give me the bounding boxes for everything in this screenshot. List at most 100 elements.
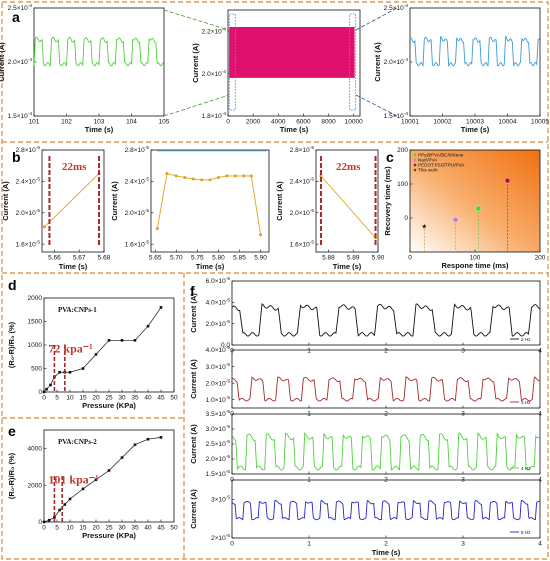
panel-d-point-0	[42, 390, 46, 394]
panel-a3-ytick-label-2-mantissa: 2.5×10	[384, 5, 404, 12]
panel-f3-legend-label: 4 Hz	[521, 466, 531, 471]
panel-a2-ytick-label-2-exponent: -4	[222, 26, 227, 32]
panel-f4-legend-label: 5 Hz	[521, 530, 531, 535]
panel-b2-point-3	[183, 175, 187, 179]
panel-f1-ytick-label-2-mantissa: 4.0×10	[206, 300, 226, 307]
panel-c-xtick-label-2: 200	[535, 255, 546, 262]
panel-a1-xtick-label-4: 105	[159, 119, 170, 126]
panel-b3-xlabel: Time (s)	[333, 262, 362, 271]
panel-f2-ylabel: Current (A)	[189, 359, 198, 399]
panel-b3-ytick-label-1-exponent: -5	[310, 208, 315, 214]
panel-e-xtick-label-8: 40	[144, 525, 152, 532]
panel-f4-xtick-label-2: 2	[384, 541, 388, 548]
panel-d-point-8	[94, 353, 98, 356]
panel-e-xtick-label-4: 20	[92, 525, 100, 532]
panel-c-legend-label-0: PPy@PVA/BC/MXene	[418, 153, 464, 158]
panel-a3-ytick-label-0-mantissa: 1.5×10	[384, 113, 404, 120]
panel-e: 0 5 10 15 20 25 30 35 40 45 50 0 2000 4000 Pressure (K…	[7, 423, 178, 540]
panel-e-point-7	[94, 478, 98, 481]
panel-b1-ytick-label-2-mantissa: 2.4×10	[16, 179, 36, 186]
panel-b2-ytick-label-0-exponent: -5	[145, 239, 150, 245]
panel-c-ytick-label-1: 100	[397, 181, 408, 188]
panel-b2-ytick-label-2: 2.4×10-5	[125, 177, 150, 186]
panel-b2-point-11	[249, 174, 253, 178]
panel-e-xtick-label-9: 45	[157, 525, 165, 532]
panel-b3-ytick-label-0-exponent: -5	[310, 239, 315, 245]
panel-e-label: e	[8, 423, 16, 439]
panel-a1-ytick-label-0: 1.5×10-4	[8, 111, 33, 120]
panel-f3-series-line	[231, 432, 541, 471]
zoom-connector-blue-top	[355, 7, 398, 31]
panel-f1-ytick-label-0-mantissa: 0.0	[221, 342, 230, 349]
panel-f3-ytick-label-2: 2.5×10-5	[206, 439, 231, 448]
zoom-connector-green-top	[163, 9, 230, 31]
panel-e-point-5	[68, 497, 72, 501]
panel-c-label: c	[386, 149, 394, 165]
panel-a1-xtick-label-0: 101	[29, 119, 40, 126]
panel-f1-ytick-label-1-exponent: -5	[226, 319, 231, 325]
panel-c-background	[410, 150, 540, 252]
panel-f2-ytick-label-1-mantissa: 2.0×10	[206, 380, 226, 387]
panel-d-ytick-label-3: 1500	[28, 319, 43, 326]
panel-d-ytick-label-1: 500	[31, 366, 42, 373]
panel-d-ylabel: (R₀-R)/R₀ (%)	[7, 321, 16, 368]
panel-d-xtick-label-9: 45	[157, 395, 165, 402]
panel-d-point-6	[68, 370, 72, 374]
panel-b1-ytick-label-2: 2.4×10-5	[16, 177, 41, 186]
panel-b1-ytick-label-0-exponent: -5	[36, 239, 41, 245]
panel-f2-ytick-label-0-mantissa: 1.0×10	[206, 397, 226, 404]
panel-c-legend-marker-2	[413, 163, 417, 167]
panel-d-xtick-label-3: 15	[79, 395, 87, 402]
panel-b2-point-9	[233, 174, 237, 178]
panel-b1-ylabel: Current (A)	[1, 181, 10, 221]
panel-c-legend-label-3: This work	[418, 168, 438, 173]
panel-e-point-9	[120, 456, 124, 459]
panel-f3-ytick-label-4-exponent: -5	[226, 409, 231, 415]
panel-d-point-13	[159, 306, 163, 309]
panel-c-xlabel: Respone time (ms)	[441, 261, 509, 270]
panel-b3-ytick-label-3-exponent: -5	[310, 145, 315, 151]
panel-f1-xtick-label-3: 3	[461, 348, 465, 355]
panel-a3-ytick-label-1-exponent: -4	[404, 57, 409, 63]
panel-f2-ytick-label-2: 3.0×10-5	[206, 362, 231, 371]
panel-c-legend-marker-3: ★	[413, 168, 418, 173]
panel-d-xtick-label-1: 5	[55, 395, 59, 402]
panel-d-xtick-label-7: 35	[131, 395, 139, 402]
panel-b2-point-5	[200, 178, 204, 182]
panel-f4-ytick-label-0: 2×10-5	[211, 533, 230, 542]
panel-e-xtick-label-7: 35	[131, 525, 139, 532]
panel-f3-ytick-label-1-exponent: -5	[226, 454, 231, 460]
panel-d-xtick-label-5: 25	[105, 395, 113, 402]
panel-d-ytick-label-4: 2000	[28, 295, 43, 302]
panel-b3-xtick-label-1: 5.89	[347, 255, 360, 262]
panel-e-point-0	[42, 520, 46, 524]
panel-b1-annotation: 22ms	[62, 161, 87, 173]
panel-b2-point-12	[259, 233, 263, 237]
panel-a3-xtick-label-2: 10003	[466, 119, 484, 126]
panel-b2-series-line	[156, 172, 262, 235]
panel-b2-point-7	[216, 175, 220, 179]
panel-a1-xtick-label-2: 103	[94, 119, 105, 126]
panel-e-title: PVA:CNPs-2	[58, 438, 97, 446]
panel-c-legend-label-2: PEDOT:PSS/TPU/PVA	[418, 163, 465, 168]
panel-e-point-8	[107, 469, 111, 472]
panel-f2-legend-label: 3 Hz	[521, 400, 531, 405]
panel-a1-ytick-label-1-exponent: -4	[28, 57, 33, 63]
panel-f2-ytick-label-1-exponent: -5	[226, 378, 231, 384]
panel-a2-zoom-box-end	[349, 13, 357, 111]
panel-b1-xtick-label-1: 5.67	[73, 255, 86, 262]
panel-c: 0 100 200 0 100 200 Respone time (ms) Recovery …	[383, 147, 546, 270]
panel-a2-xtick-label-2: 4000	[271, 119, 286, 126]
panel-b2-point-8	[225, 174, 229, 178]
panel-f3-axes-box	[231, 413, 541, 475]
panel-a1-xtick-label-3: 104	[126, 119, 137, 126]
panel-b3-ytick-label-2: 2.4×10-5	[290, 177, 315, 186]
panel-b1-ytick-label-0: 1.6×10-5	[16, 239, 41, 248]
panel-b2: 5.65 5.70 5.75 5.80 5.85 5.901.6×10-52.0×10-5…	[110, 145, 270, 271]
panel-e-xtick-label-6: 30	[118, 525, 126, 532]
panel-a2-xtick-label-5: 10000	[345, 119, 363, 126]
panel-a1-ytick-label-1: 2.0×10-4	[8, 57, 33, 66]
panel-a3-ytick-label-0: 1.5×10-4	[384, 111, 409, 120]
